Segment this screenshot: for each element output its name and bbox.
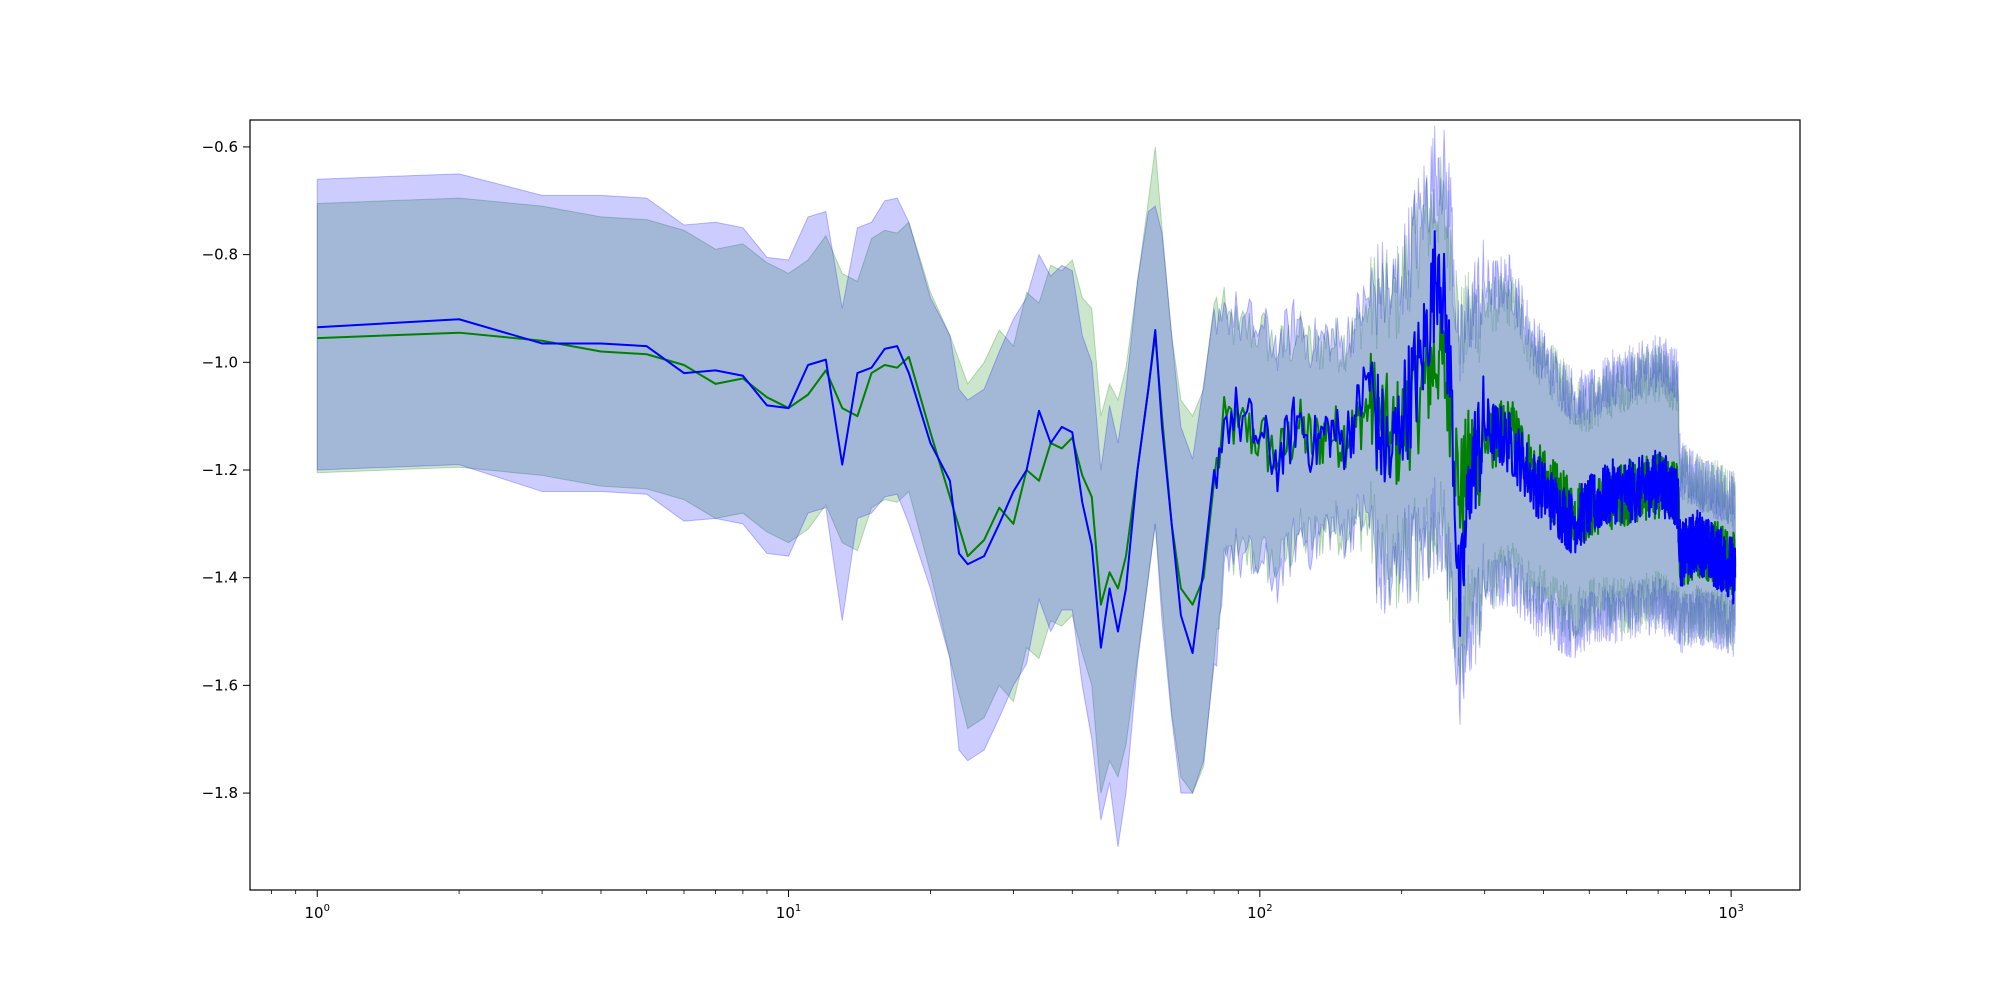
y-tick-label: −1.8 bbox=[202, 784, 238, 802]
y-tick-label: −0.8 bbox=[202, 246, 238, 264]
y-tick-label: −1.2 bbox=[202, 461, 238, 479]
y-tick-label: −1.0 bbox=[202, 353, 238, 371]
x-tick-label: 103 bbox=[1718, 903, 1743, 922]
y-tick-label: −1.6 bbox=[202, 676, 238, 694]
x-tick-label: 100 bbox=[305, 903, 330, 922]
series-2-line bbox=[317, 230, 1737, 655]
series-2-band bbox=[316, 125, 1736, 847]
y-axis: −0.6 −0.8 −1.0 −1.2 −1.4 −1.6 −1.8 bbox=[202, 138, 250, 802]
x-axis: 100 101 102 103 bbox=[271, 890, 1744, 922]
plot-frame bbox=[249, 119, 1801, 891]
x-tick-label: 102 bbox=[1247, 903, 1272, 922]
y-tick-label: −0.6 bbox=[202, 138, 238, 156]
y-tick-label: −1.4 bbox=[202, 569, 238, 587]
x-tick-label: 101 bbox=[776, 903, 801, 922]
series-lines bbox=[317, 230, 1737, 655]
